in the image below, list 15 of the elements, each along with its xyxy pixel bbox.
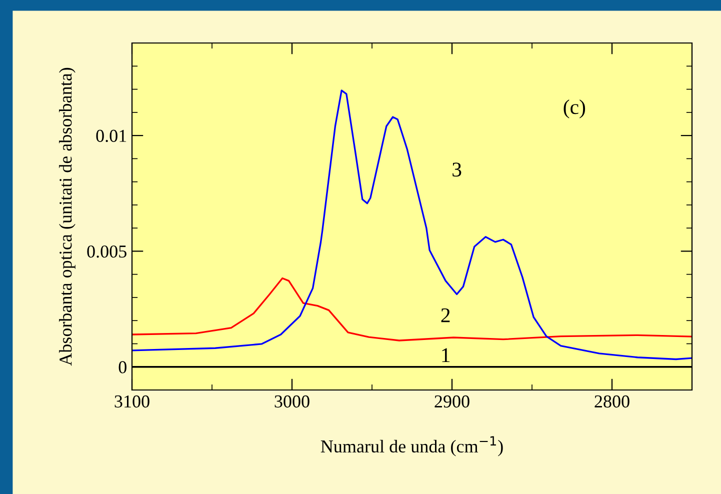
x-tick-label: 2800 [594, 395, 630, 408]
line-series [132, 277, 692, 342]
y-tick-label: 0.005 [87, 245, 126, 258]
series-label: 1 [442, 348, 450, 362]
y-tick-label: 0.01 [96, 130, 126, 142]
x-tick-label: 3100 [114, 395, 150, 408]
series-label: 2 [441, 308, 450, 322]
series-label: 3 [452, 162, 462, 177]
x-axis-title: Numarul de unda (cm$^{−1}$) [320, 436, 503, 456]
x-tick-label: 3000 [274, 395, 310, 408]
line-series [132, 90, 692, 360]
y-tick-label: 0 [118, 361, 126, 374]
x-tick-label: 2900 [434, 395, 470, 408]
annotation: (c) [564, 99, 586, 118]
y-axis-title: Absorbanta optica (unitati de absorbanta) [59, 68, 76, 366]
